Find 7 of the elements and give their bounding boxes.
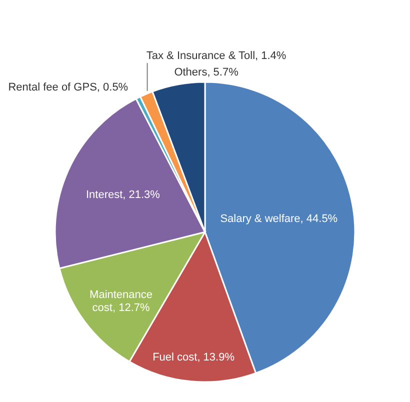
slice-label: Fuel cost, 13.9% [152, 351, 235, 364]
slice-label: Others, 5.7% [174, 66, 239, 78]
slice-label: Salary & welfare, 44.5% [220, 213, 338, 226]
slice-label: Interest, 21.3% [86, 188, 160, 201]
slice-label: Tax & Insurance & Toll, 1.4% [146, 50, 286, 62]
slice-label: Rental fee of GPS, 0.5% [8, 82, 128, 94]
slice-label: Maintenance cost, 12.7% [90, 289, 153, 314]
